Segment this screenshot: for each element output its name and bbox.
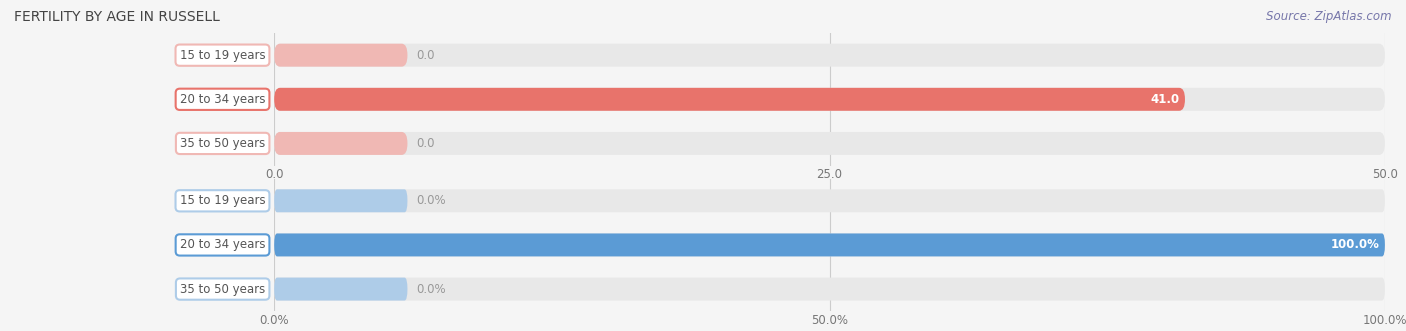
FancyBboxPatch shape [274, 233, 1385, 257]
Text: 0.0: 0.0 [416, 49, 434, 62]
FancyBboxPatch shape [274, 189, 408, 212]
Text: 0.0: 0.0 [416, 137, 434, 150]
Text: Source: ZipAtlas.com: Source: ZipAtlas.com [1267, 10, 1392, 23]
Text: 20 to 34 years: 20 to 34 years [180, 238, 266, 252]
Text: 20 to 34 years: 20 to 34 years [180, 93, 266, 106]
FancyBboxPatch shape [274, 44, 1385, 67]
Text: 35 to 50 years: 35 to 50 years [180, 137, 266, 150]
Text: 0.0%: 0.0% [416, 283, 446, 296]
FancyBboxPatch shape [274, 278, 1385, 301]
FancyBboxPatch shape [274, 233, 1385, 257]
FancyBboxPatch shape [274, 189, 1385, 212]
Text: 0.0%: 0.0% [416, 194, 446, 207]
Text: 35 to 50 years: 35 to 50 years [180, 283, 266, 296]
Text: 100.0%: 100.0% [1330, 238, 1379, 252]
FancyBboxPatch shape [274, 278, 408, 301]
FancyBboxPatch shape [274, 88, 1385, 111]
FancyBboxPatch shape [274, 88, 1185, 111]
Text: 15 to 19 years: 15 to 19 years [180, 194, 266, 207]
Text: FERTILITY BY AGE IN RUSSELL: FERTILITY BY AGE IN RUSSELL [14, 10, 219, 24]
FancyBboxPatch shape [274, 132, 1385, 155]
FancyBboxPatch shape [274, 132, 408, 155]
Text: 41.0: 41.0 [1150, 93, 1180, 106]
FancyBboxPatch shape [274, 44, 408, 67]
Text: 15 to 19 years: 15 to 19 years [180, 49, 266, 62]
